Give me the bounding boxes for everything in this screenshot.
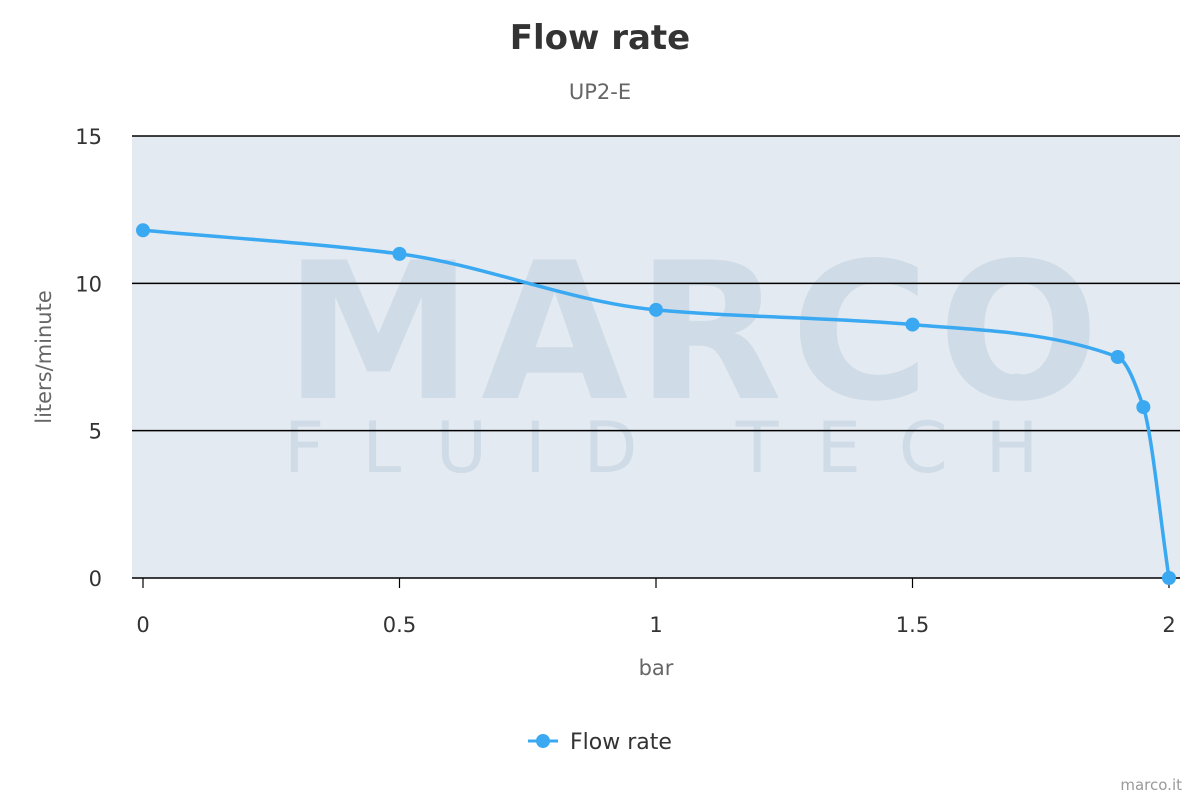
x-axis-tick-marks bbox=[142, 578, 1170, 588]
data-point-0[interactable] bbox=[136, 223, 150, 238]
credits-link[interactable]: marco.it bbox=[1120, 776, 1182, 794]
data-point-4[interactable] bbox=[1110, 350, 1125, 364]
x-axis-tick-labels: 0 0.5 1 1.5 2 bbox=[136, 613, 1175, 637]
y-tick-label-0: 0 bbox=[89, 567, 102, 591]
x-tick-label-0: 0 bbox=[136, 613, 149, 637]
y-tick-label-15: 15 bbox=[75, 125, 102, 149]
legend-item-flow-rate[interactable]: Flow rate bbox=[570, 730, 672, 755]
data-point-5[interactable] bbox=[1136, 400, 1151, 415]
x-tick-label-0.5: 0.5 bbox=[383, 613, 416, 637]
y-tick-label-5: 5 bbox=[89, 420, 102, 444]
data-point-6[interactable] bbox=[1162, 571, 1176, 585]
legend[interactable]: Flow rate bbox=[528, 730, 672, 755]
x-tick-label-1: 1 bbox=[649, 613, 662, 637]
y-axis-title: liters/minute bbox=[32, 290, 56, 424]
plot-background bbox=[132, 136, 1180, 578]
y-tick-label-10: 10 bbox=[75, 272, 102, 296]
x-tick-label-1.5: 1.5 bbox=[896, 613, 929, 637]
watermark-tagline: FLUID TECH bbox=[284, 407, 1076, 489]
series-flow-rate[interactable] bbox=[136, 223, 1176, 585]
chart-subtitle: UP2-E bbox=[569, 80, 631, 104]
x-axis-title: bar bbox=[639, 656, 674, 680]
y-axis-tick-labels: 0 5 10 15 bbox=[75, 125, 102, 591]
data-point-2[interactable] bbox=[649, 302, 663, 317]
x-tick-label-2: 2 bbox=[1162, 613, 1175, 637]
watermark-registered-mark: ® bbox=[1000, 367, 1034, 407]
chart-title: Flow rate bbox=[510, 18, 691, 58]
data-point-1[interactable] bbox=[392, 246, 407, 261]
data-point-3[interactable] bbox=[905, 317, 920, 332]
legend-marker-symbol bbox=[536, 734, 550, 748]
watermark-logo: MARCO FLUID TECH ® bbox=[284, 222, 1107, 489]
watermark-brand: MARCO bbox=[284, 222, 1107, 443]
